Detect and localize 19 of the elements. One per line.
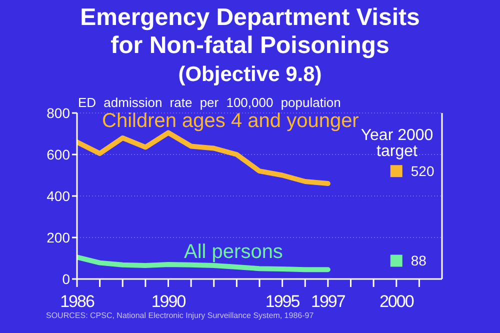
chart-subtitle: (Objective 9.8)	[177, 63, 323, 87]
y-axis-title: ED admission rate per 100,000 population	[78, 95, 341, 110]
data-label: 88	[410, 252, 427, 269]
x-tick-label: 1990	[151, 292, 186, 311]
series-label: All persons	[184, 241, 283, 264]
series-label: Children ages 4 and younger	[102, 110, 359, 133]
x-tick-label: 1986	[60, 292, 94, 311]
y-tick-label: 400	[46, 188, 70, 204]
y-tick-label: 800	[46, 104, 70, 121]
y-tick-label: 200	[46, 229, 70, 246]
y-tick-label: 600	[46, 146, 70, 162]
x-tick-label: 1995	[265, 292, 300, 311]
chart-title: Emergency Department Visits for Non-fatal Poisonings	[80, 4, 420, 60]
y-tick-label: 0	[62, 270, 70, 287]
annotation: Year 2000 target	[360, 127, 434, 160]
x-tick-label: 1997	[311, 292, 346, 311]
data-label: 520	[410, 163, 434, 180]
x-tick-label: 2000	[379, 292, 414, 311]
source-note: SOURCES: CPSC, National Electronic Injury Surveillance System, 1986-97	[46, 311, 314, 320]
